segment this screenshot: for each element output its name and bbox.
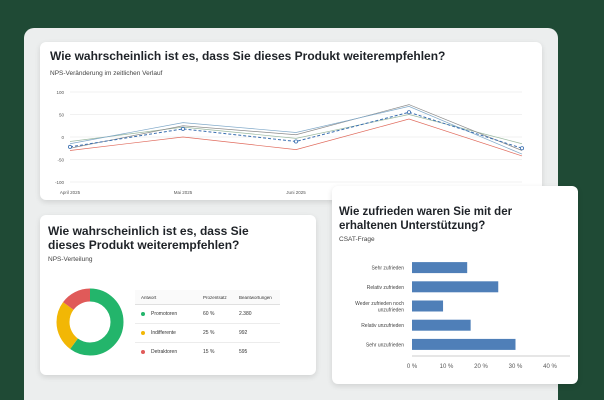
- series-line: [69, 118, 523, 157]
- series-line: [69, 111, 523, 149]
- x-tick-label: 0 %: [407, 364, 418, 370]
- row-label: Indifferente: [151, 330, 176, 336]
- card-title-line: Wie wahrscheinlich ist es, dass Sie: [48, 224, 249, 238]
- y-tick-label: -50: [57, 158, 64, 163]
- passive-dot-icon: [141, 331, 145, 335]
- card-title-line: erhaltenen Unterstützung?: [339, 220, 486, 232]
- nps-donut-chart: [56, 288, 124, 356]
- series-point: [180, 126, 185, 131]
- header-cell: Beantwortungen: [239, 294, 272, 300]
- table-header: Antwort Prozentsatz Beantwortungen: [135, 290, 280, 305]
- card-title: Wie wahrscheinlich ist es, dass Sie dies…: [50, 49, 446, 63]
- table-row: Promotoren 60 % 2.380: [135, 305, 280, 324]
- nps-trend-card: Wie wahrscheinlich ist es, dass Sie dies…: [40, 42, 542, 200]
- y-tick-label: 100: [56, 90, 64, 95]
- bar: [412, 262, 468, 274]
- promoter-dot-icon: [141, 312, 145, 316]
- x-tick-label: April 2025: [60, 190, 81, 195]
- x-tick-label: Juni 2025: [286, 190, 306, 195]
- bar: [412, 319, 471, 331]
- row-percent: 15 %: [203, 349, 215, 355]
- donut-slice: [56, 288, 124, 356]
- nps-distribution-card: Wie wahrscheinlich ist es, dass Sie dies…: [40, 215, 316, 375]
- card-subtitle: NPS-Verteilung: [48, 256, 93, 263]
- category-label: unzufrieden: [378, 307, 404, 313]
- row-percent: 25 %: [203, 330, 215, 336]
- y-tick-label: 50: [59, 113, 65, 118]
- series-line: [69, 106, 523, 155]
- card-subtitle: NPS-Veränderung im zeitlichen Verlauf: [50, 70, 163, 77]
- nps-table: Antwort Prozentsatz Beantwortungen Promo…: [135, 290, 280, 361]
- csat-bar-chart: 0 % 10 % 20 % 30 % 40 % Sehr zufrieden Relativ…: [355, 262, 570, 370]
- detractor-dot-icon: [141, 350, 145, 354]
- card-title-line: dieses Produkt weiterempfehlen?: [48, 238, 240, 252]
- category-label: Weder zufrieden noch: [355, 301, 404, 307]
- row-label: Detraktoren: [151, 349, 178, 355]
- category-label: Sehr unzufrieden: [366, 342, 404, 348]
- row-count: 595: [239, 349, 248, 355]
- header-cell: Prozentsatz: [203, 294, 227, 300]
- x-tick-label: 20 %: [474, 364, 488, 370]
- table-row: Detraktoren 15 % 595: [135, 343, 280, 361]
- series-line: [69, 104, 523, 151]
- nps-trend-chart: 100 50 0 -50 -100 April 2025 Mai 2025 Juni 2025: [55, 90, 524, 195]
- row-count: 2.380: [239, 311, 252, 317]
- bar: [412, 300, 444, 312]
- row-percent: 60 %: [203, 311, 215, 317]
- row-label: Promotoren: [151, 311, 178, 317]
- category-label: Sehr zufrieden: [371, 266, 404, 272]
- csat-card: Wie zufrieden waren Sie mit der erhalten…: [332, 186, 578, 384]
- series-point: [519, 146, 524, 151]
- row-count: 992: [239, 330, 248, 336]
- card-title: Wie wahrscheinlich ist es, dass Sie dies…: [48, 224, 249, 252]
- category-label: Relativ zufrieden: [367, 285, 404, 291]
- x-tick-label: Mai 2025: [174, 190, 193, 195]
- category-label: Relativ unzufrieden: [361, 323, 404, 329]
- x-tick-label: 40 %: [543, 364, 557, 370]
- series-point: [67, 144, 72, 149]
- y-tick-label: -100: [55, 180, 65, 185]
- series-point: [293, 139, 298, 144]
- series-point: [406, 110, 411, 115]
- card-title-line: Wie zufrieden waren Sie mit der: [339, 206, 513, 218]
- table-row: Indifferente 25 % 992: [135, 324, 280, 343]
- card-subtitle: CSAT-Frage: [339, 236, 375, 243]
- bar: [412, 281, 499, 293]
- y-tick-label: 0: [61, 135, 64, 140]
- card-title: Wie zufrieden waren Sie mit der erhalten…: [339, 205, 512, 233]
- header-cell: Antwort: [141, 294, 157, 300]
- x-tick-label: 10 %: [440, 364, 454, 370]
- x-tick-label: 30 %: [509, 364, 523, 370]
- bar: [412, 338, 516, 350]
- donut-slice: [56, 288, 124, 356]
- series-line: [69, 114, 523, 145]
